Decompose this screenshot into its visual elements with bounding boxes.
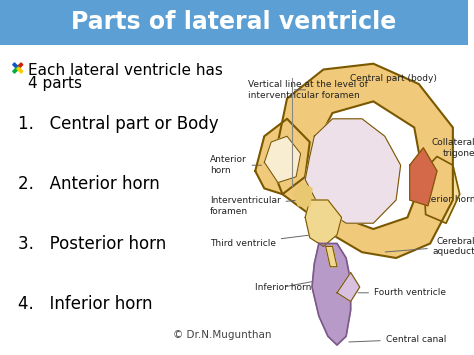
Polygon shape [326,246,337,267]
Text: Anterior
horn: Anterior horn [210,155,262,175]
Text: 3.   Posterior horn: 3. Posterior horn [18,235,166,253]
Text: Third ventricle: Third ventricle [210,235,309,248]
FancyArrow shape [13,63,18,69]
PathPatch shape [271,64,453,258]
Text: 4.   Inferior horn: 4. Inferior horn [18,295,152,313]
Text: Posterior horn: Posterior horn [412,196,474,204]
Text: © Dr.N.Mugunthan: © Dr.N.Mugunthan [173,330,271,340]
Text: Parts of lateral ventricle: Parts of lateral ventricle [72,10,397,34]
Polygon shape [305,119,401,223]
Text: Fourth ventricle: Fourth ventricle [358,288,446,297]
FancyArrow shape [17,67,23,73]
Polygon shape [294,182,312,206]
Text: Central part (body): Central part (body) [350,74,437,83]
FancyArrow shape [13,67,18,73]
FancyBboxPatch shape [0,0,468,45]
Text: Central canal: Central canal [349,335,446,344]
Text: 2.   Anterior horn: 2. Anterior horn [18,175,160,193]
Text: Cerebral
aqueduct: Cerebral aqueduct [385,237,474,256]
Polygon shape [255,119,310,194]
FancyArrow shape [17,63,23,69]
Polygon shape [312,244,351,345]
Text: Vertical line at the level of
interventricular foramen: Vertical line at the level of interventr… [248,80,368,99]
Polygon shape [423,157,460,223]
Text: Collateral
trigone: Collateral trigone [430,138,474,164]
Polygon shape [337,273,360,301]
Text: Each lateral ventricle has: Each lateral ventricle has [27,63,222,78]
Polygon shape [264,136,301,182]
Polygon shape [305,200,342,246]
Text: 4 parts: 4 parts [27,76,82,91]
Polygon shape [410,148,437,206]
Text: Inferior horn: Inferior horn [255,282,311,291]
Text: 1.   Central part or Body: 1. Central part or Body [18,115,219,133]
Text: Interventricular
foramen: Interventricular foramen [210,196,296,215]
